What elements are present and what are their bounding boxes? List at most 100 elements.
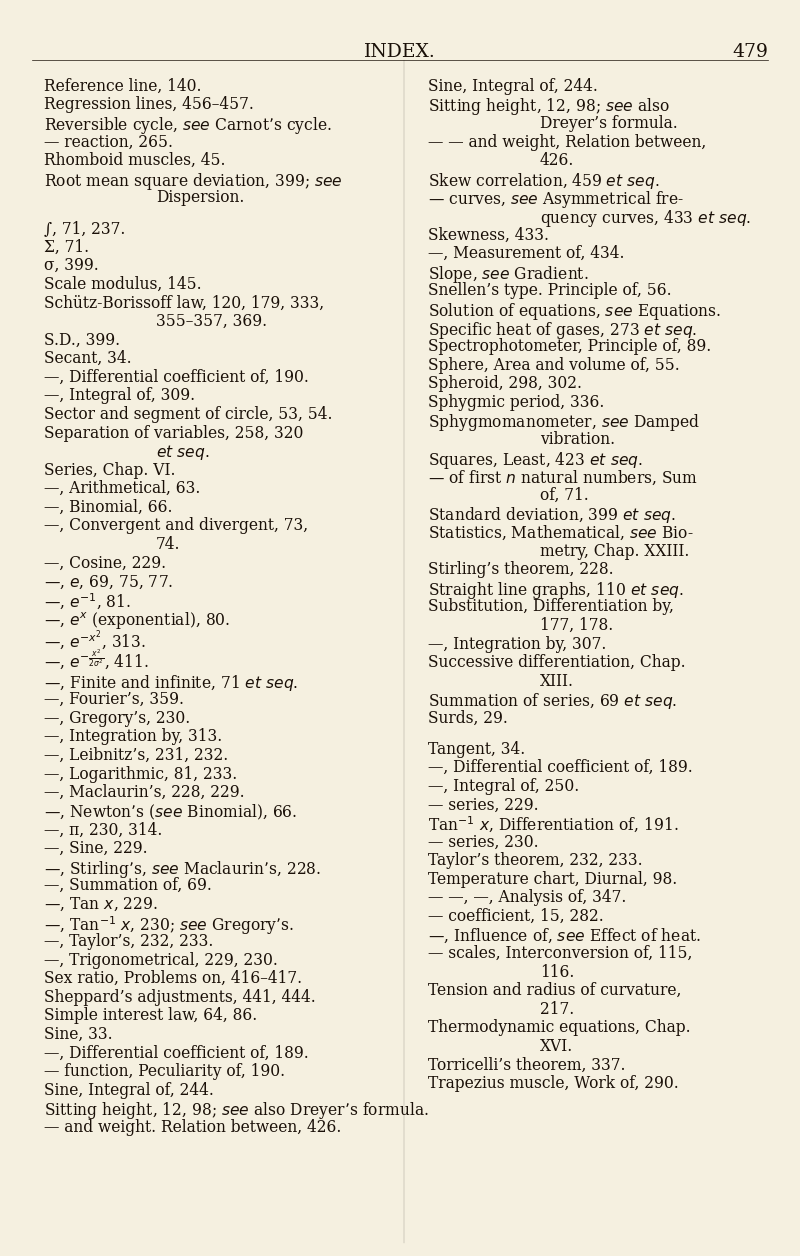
Text: Successive differentiation, Chap.: Successive differentiation, Chap. (428, 654, 686, 671)
Text: Simple interest law, 64, 86.: Simple interest law, 64, 86. (44, 1007, 258, 1025)
Text: Sine, Integral of, 244.: Sine, Integral of, 244. (428, 78, 598, 95)
Text: Substitution, Differentiation by,: Substitution, Differentiation by, (428, 598, 674, 615)
Text: —, Logarithmic, 81, 233.: —, Logarithmic, 81, 233. (44, 766, 238, 782)
Text: Statistics, Mathematical, $\mathit{see}$ Bio-: Statistics, Mathematical, $\mathit{see}$… (428, 524, 694, 543)
Text: — — and weight, Relation between,: — — and weight, Relation between, (428, 133, 706, 151)
Text: Straight line graphs, 110 $\mathit{et\ seq.}$: Straight line graphs, 110 $\mathit{et\ s… (428, 580, 684, 600)
Text: Solution of equations, $\mathit{see}$ Equations.: Solution of equations, $\mathit{see}$ Eq… (428, 301, 722, 322)
Text: Stirling’s theorem, 228.: Stirling’s theorem, 228. (428, 561, 614, 578)
Text: Tangent, 34.: Tangent, 34. (428, 741, 526, 757)
Text: Sector and segment of circle, 53, 54.: Sector and segment of circle, 53, 54. (44, 406, 333, 423)
Text: — reaction, 265.: — reaction, 265. (44, 133, 173, 151)
Text: Rhomboid muscles, 45.: Rhomboid muscles, 45. (44, 152, 226, 170)
Text: Separation of variables, 258, 320: Separation of variables, 258, 320 (44, 425, 303, 442)
Text: —, Integral of, 250.: —, Integral of, 250. (428, 777, 579, 795)
Text: Sex ratio, Problems on, 416–417.: Sex ratio, Problems on, 416–417. (44, 970, 302, 987)
Text: Squares, Least, 423 $\mathit{et\ seq.}$: Squares, Least, 423 $\mathit{et\ seq.}$ (428, 450, 642, 471)
Text: Sheppard’s adjustments, 441, 444.: Sheppard’s adjustments, 441, 444. (44, 988, 316, 1006)
Text: —, Binomial, 66.: —, Binomial, 66. (44, 499, 173, 516)
Text: 355–357, 369.: 355–357, 369. (156, 313, 267, 330)
Text: 479: 479 (732, 43, 768, 60)
Text: —, Arithmetical, 63.: —, Arithmetical, 63. (44, 480, 200, 497)
Text: Trapezius muscle, Work of, 290.: Trapezius muscle, Work of, 290. (428, 1075, 678, 1093)
Text: Taylor’s theorem, 232, 233.: Taylor’s theorem, 232, 233. (428, 852, 642, 869)
Text: — and weight. Relation between, 426.: — and weight. Relation between, 426. (44, 1119, 342, 1135)
Text: —, Tan$^{-1}$ $x$, 230; $\mathit{see}$ Gregory’s.: —, Tan$^{-1}$ $x$, 230; $\mathit{see}$ G… (44, 914, 294, 937)
Text: 426.: 426. (540, 152, 574, 170)
Text: — scales, Interconversion of, 115,: — scales, Interconversion of, 115, (428, 945, 692, 962)
Text: Torricelli’s theorem, 337.: Torricelli’s theorem, 337. (428, 1056, 626, 1074)
Text: —, Leibnitz’s, 231, 232.: —, Leibnitz’s, 231, 232. (44, 747, 228, 764)
Text: 74.: 74. (156, 536, 181, 553)
Text: —, Measurement of, 434.: —, Measurement of, 434. (428, 245, 625, 263)
Text: —, $e^{-x^2}$, 313.: —, $e^{-x^2}$, 313. (44, 629, 146, 653)
Text: —, Sine, 229.: —, Sine, 229. (44, 840, 148, 857)
Text: Sphere, Area and volume of, 55.: Sphere, Area and volume of, 55. (428, 357, 680, 374)
Text: Sine, 33.: Sine, 33. (44, 1026, 113, 1042)
Text: Schütz-Borissoff law, 120, 179, 333,: Schütz-Borissoff law, 120, 179, 333, (44, 294, 324, 311)
Text: —, Taylor’s, 232, 233.: —, Taylor’s, 232, 233. (44, 933, 214, 950)
Text: Secant, 34.: Secant, 34. (44, 350, 132, 367)
Text: XVI.: XVI. (540, 1037, 574, 1055)
Text: quency curves, 433 $\mathit{et\ seq.}$: quency curves, 433 $\mathit{et\ seq.}$ (540, 208, 751, 229)
Text: σ, 399.: σ, 399. (44, 257, 98, 274)
Text: Thermodynamic equations, Chap.: Thermodynamic equations, Chap. (428, 1020, 690, 1036)
Text: —, π, 230, 314.: —, π, 230, 314. (44, 821, 162, 839)
Text: —, Fourier’s, 359.: —, Fourier’s, 359. (44, 691, 184, 708)
Text: —, Summation of, 69.: —, Summation of, 69. (44, 877, 212, 894)
Text: — coefficient, 15, 282.: — coefficient, 15, 282. (428, 908, 604, 924)
Text: Specific heat of gases, 273 $\mathit{et\ seq.}$: Specific heat of gases, 273 $\mathit{et\… (428, 319, 697, 340)
Text: —, $e$, 69, 75, 77.: —, $e$, 69, 75, 77. (44, 573, 174, 590)
Text: Regression lines, 456–457.: Regression lines, 456–457. (44, 97, 254, 113)
Text: —, Stirling’s, $\mathit{see}$ Maclaurin’s, 228.: —, Stirling’s, $\mathit{see}$ Maclaurin’… (44, 859, 322, 879)
Text: Series, Chap. VI.: Series, Chap. VI. (44, 462, 175, 479)
Text: Dispersion.: Dispersion. (156, 190, 244, 206)
Text: Reversible cycle, $\mathit{see}$ Carnot’s cycle.: Reversible cycle, $\mathit{see}$ Carnot’… (44, 116, 332, 136)
Text: —, Convergent and divergent, 73,: —, Convergent and divergent, 73, (44, 517, 308, 535)
Text: Tension and radius of curvature,: Tension and radius of curvature, (428, 982, 682, 1000)
Text: Reference line, 140.: Reference line, 140. (44, 78, 202, 95)
Text: —, Differential coefficient of, 189.: —, Differential coefficient of, 189. (44, 1045, 309, 1061)
Text: Tan$^{-1}$ $x$, Differentiation of, 191.: Tan$^{-1}$ $x$, Differentiation of, 191. (428, 815, 678, 835)
Text: —, Integration by, 313.: —, Integration by, 313. (44, 728, 222, 746)
Text: Summation of series, 69 $\mathit{et\ seq.}$: Summation of series, 69 $\mathit{et\ seq… (428, 691, 677, 711)
Text: metry, Chap. XXIII.: metry, Chap. XXIII. (540, 543, 690, 560)
Text: Snellen’s type. Principle of, 56.: Snellen’s type. Principle of, 56. (428, 283, 672, 299)
Text: —, $e^{x}$ (exponential), 80.: —, $e^{x}$ (exponential), 80. (44, 610, 230, 632)
Text: Sphygmic period, 336.: Sphygmic period, 336. (428, 394, 604, 411)
Text: — function, Peculiarity of, 190.: — function, Peculiarity of, 190. (44, 1063, 285, 1080)
Text: —, Differential coefficient of, 189.: —, Differential coefficient of, 189. (428, 759, 693, 776)
Text: INDEX.: INDEX. (364, 43, 436, 60)
Text: — —, —, Analysis of, 347.: — —, —, Analysis of, 347. (428, 889, 626, 907)
Text: Σ, 71.: Σ, 71. (44, 239, 89, 256)
Text: Root mean square deviation, 399; $\mathit{see}$: Root mean square deviation, 399; $\mathi… (44, 171, 342, 192)
Text: of, 71.: of, 71. (540, 487, 589, 504)
Text: Dreyer’s formula.: Dreyer’s formula. (540, 116, 678, 132)
Text: —, $e^{-1}$, 81.: —, $e^{-1}$, 81. (44, 592, 131, 612)
Text: —, Cosine, 229.: —, Cosine, 229. (44, 555, 166, 571)
Text: — of first $n$ natural numbers, Sum: — of first $n$ natural numbers, Sum (428, 468, 698, 486)
Text: S.D., 399.: S.D., 399. (44, 332, 120, 349)
Text: Spectrophotometer, Principle of, 89.: Spectrophotometer, Principle of, 89. (428, 338, 711, 355)
Text: —, Tan $x$, 229.: —, Tan $x$, 229. (44, 896, 158, 913)
Text: — series, 229.: — series, 229. (428, 796, 538, 814)
Text: — curves, $\mathit{see}$ Asymmetrical fre-: — curves, $\mathit{see}$ Asymmetrical fr… (428, 190, 684, 211)
Text: 177, 178.: 177, 178. (540, 617, 614, 634)
Text: Skew correlation, 459 $\mathit{et\ seq.}$: Skew correlation, 459 $\mathit{et\ seq.}… (428, 171, 659, 191)
Text: Surds, 29.: Surds, 29. (428, 710, 508, 727)
Text: Slope, $\mathit{see}$ Gradient.: Slope, $\mathit{see}$ Gradient. (428, 264, 589, 285)
Text: —, $e^{-\frac{x^2}{2\sigma^2}}$, 411.: —, $e^{-\frac{x^2}{2\sigma^2}}$, 411. (44, 648, 149, 671)
Text: ∫, 71, 237.: ∫, 71, 237. (44, 220, 126, 237)
Text: 217.: 217. (540, 1001, 574, 1017)
Text: Temperature chart, Diurnal, 98.: Temperature chart, Diurnal, 98. (428, 870, 678, 888)
Text: Sitting height, 12, 98; $\mathit{see}$ also: Sitting height, 12, 98; $\mathit{see}$ a… (428, 97, 670, 118)
Text: Skewness, 433.: Skewness, 433. (428, 226, 549, 244)
Text: XIII.: XIII. (540, 673, 574, 690)
Text: $\mathit{et\ seq.}$: $\mathit{et\ seq.}$ (156, 443, 210, 462)
Text: Standard deviation, 399 $\mathit{et\ seq.}$: Standard deviation, 399 $\mathit{et\ seq… (428, 505, 676, 525)
Text: —, Differential coefficient of, 190.: —, Differential coefficient of, 190. (44, 369, 309, 386)
Text: — series, 230.: — series, 230. (428, 834, 538, 850)
Text: Sine, Integral of, 244.: Sine, Integral of, 244. (44, 1081, 214, 1099)
Text: Spheroid, 298, 302.: Spheroid, 298, 302. (428, 376, 582, 392)
Text: —, Newton’s ($\mathit{see}$ Binomial), 66.: —, Newton’s ($\mathit{see}$ Binomial), 6… (44, 803, 298, 823)
